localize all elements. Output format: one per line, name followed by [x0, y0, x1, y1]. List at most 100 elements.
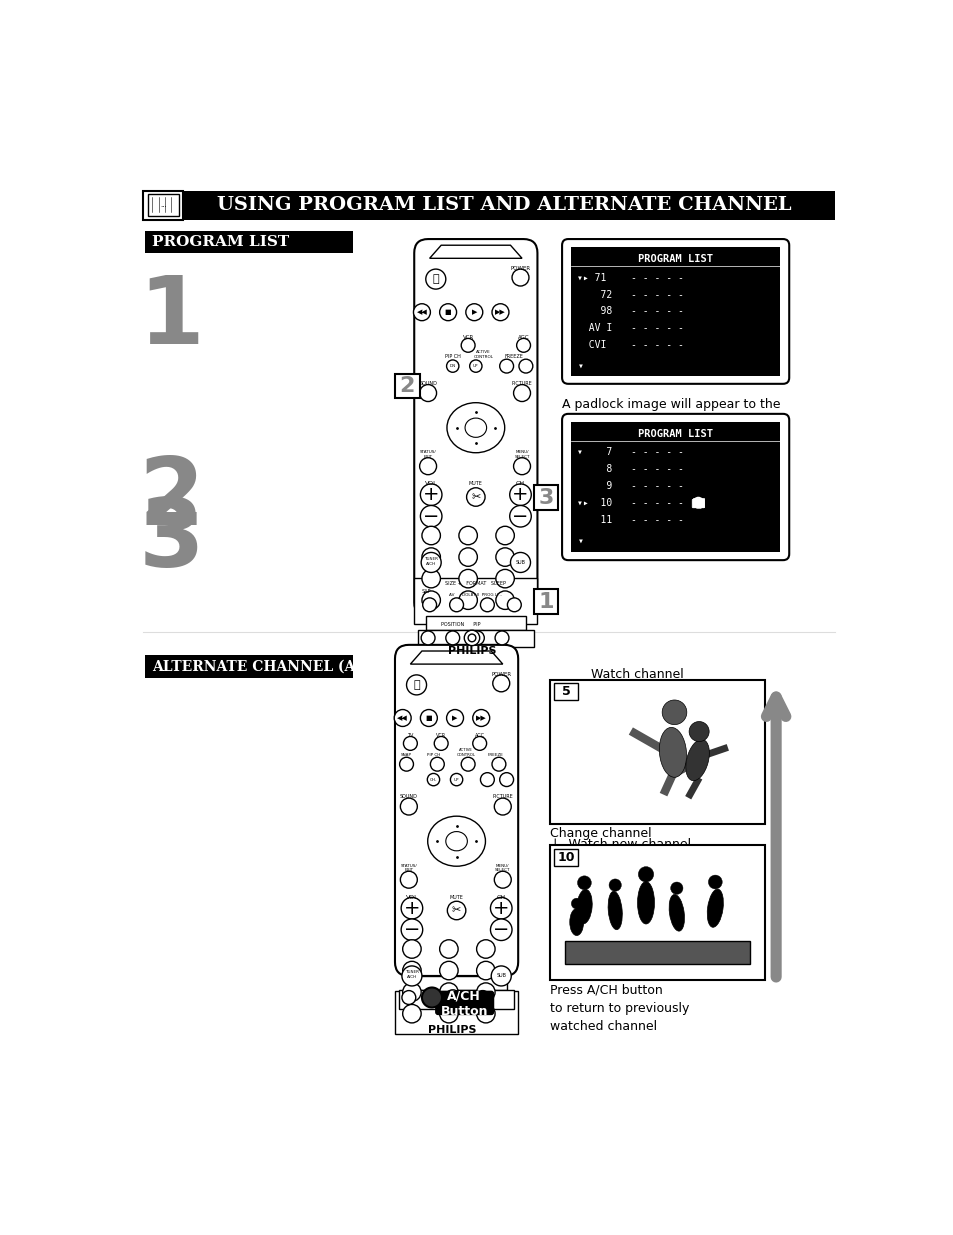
Circle shape: [473, 736, 486, 751]
Circle shape: [402, 961, 420, 979]
Text: PHILIPS: PHILIPS: [428, 1025, 476, 1035]
Text: TUNER: TUNER: [424, 557, 437, 561]
Circle shape: [638, 867, 653, 882]
Text: 98: 98: [577, 306, 612, 316]
Text: - - - - -: - - - - -: [631, 273, 683, 283]
Circle shape: [518, 359, 533, 373]
Text: UP: UP: [454, 778, 458, 782]
Circle shape: [449, 598, 463, 611]
Text: - - - - -: - - - - -: [631, 289, 683, 300]
Text: ◀◀: ◀◀: [416, 309, 427, 315]
Circle shape: [670, 882, 682, 894]
Text: AGC: AGC: [517, 335, 529, 340]
Circle shape: [476, 990, 489, 1004]
Circle shape: [421, 592, 440, 609]
Circle shape: [458, 548, 476, 567]
Text: ALTERNATE CHANNEL (A/CH): ALTERNATE CHANNEL (A/CH): [152, 659, 392, 673]
Bar: [414, 578, 537, 624]
Circle shape: [499, 773, 513, 787]
Circle shape: [403, 736, 416, 751]
Circle shape: [468, 634, 476, 642]
FancyBboxPatch shape: [692, 499, 703, 508]
Text: PICTURE: PICTURE: [492, 794, 513, 799]
Text: AV      DOLBY II  PROG LI...: AV DOLBY II PROG LI...: [449, 593, 502, 597]
Circle shape: [496, 569, 514, 588]
Circle shape: [447, 902, 465, 920]
Circle shape: [460, 338, 475, 352]
Text: SIZE +   FORMAT   SLEEP: SIZE + FORMAT SLEEP: [445, 580, 506, 585]
Text: CH-: CH-: [430, 778, 436, 782]
Text: DN: DN: [449, 364, 456, 368]
Text: 8: 8: [577, 464, 612, 474]
Circle shape: [688, 721, 708, 741]
Bar: [145, 231, 353, 253]
Text: SUB: SUB: [496, 973, 506, 978]
Circle shape: [439, 961, 457, 979]
Text: 72: 72: [577, 289, 612, 300]
Bar: [417, 630, 533, 647]
Text: ACTIVE
CONTROL: ACTIVE CONTROL: [473, 351, 493, 359]
Circle shape: [421, 548, 440, 567]
Circle shape: [439, 940, 457, 958]
Circle shape: [421, 988, 441, 1008]
Text: FREEZE: FREEZE: [504, 354, 523, 359]
Text: - - - - -: - - - - -: [631, 464, 683, 474]
Text: PICTURE: PICTURE: [511, 380, 532, 385]
Bar: [549, 679, 764, 824]
Text: Watch channel: Watch channel: [591, 668, 683, 680]
Ellipse shape: [607, 892, 621, 930]
Text: MUTE: MUTE: [449, 895, 463, 900]
Text: STATUS/
EXIT: STATUS/ EXIT: [419, 451, 436, 459]
Text: - - - - -: - - - - -: [631, 515, 683, 525]
Circle shape: [571, 898, 581, 909]
Text: POWER: POWER: [491, 672, 511, 677]
Text: ACC: ACC: [475, 734, 484, 739]
Circle shape: [476, 1004, 495, 1023]
Text: ■: ■: [425, 715, 432, 721]
Text: ...: ...: [160, 203, 167, 209]
Circle shape: [661, 700, 686, 725]
Text: VOL: VOL: [424, 482, 437, 487]
Circle shape: [492, 304, 508, 321]
Circle shape: [446, 359, 458, 372]
Text: VCR: VCR: [436, 734, 446, 739]
Text: ▾    7: ▾ 7: [577, 447, 612, 457]
Bar: [145, 655, 353, 678]
Bar: [406, 976, 506, 989]
Circle shape: [480, 598, 494, 611]
Circle shape: [495, 631, 508, 645]
Text: POSITION      PIP: POSITION PIP: [436, 994, 476, 999]
Circle shape: [493, 674, 509, 692]
Text: Press A/CH button
to return to previously
watched channel: Press A/CH button to return to previousl…: [549, 983, 688, 1032]
Text: 1: 1: [537, 592, 553, 611]
Circle shape: [419, 458, 436, 474]
Text: ACTIVE
CONTROL: ACTIVE CONTROL: [456, 748, 475, 757]
Ellipse shape: [427, 816, 485, 866]
Text: UP: UP: [473, 364, 478, 368]
Circle shape: [460, 757, 475, 771]
Circle shape: [491, 966, 511, 986]
Text: A/CH: A/CH: [426, 562, 436, 566]
Text: 3: 3: [139, 495, 204, 587]
Text: Change channel: Change channel: [549, 827, 651, 840]
Text: - - - - -: - - - - -: [631, 324, 683, 333]
Circle shape: [517, 338, 530, 352]
Circle shape: [450, 773, 462, 785]
Bar: [553, 683, 578, 700]
Text: 1: 1: [139, 272, 204, 363]
Circle shape: [449, 994, 456, 1002]
Text: −: −: [403, 920, 419, 940]
Circle shape: [451, 990, 464, 1004]
Circle shape: [420, 505, 441, 527]
Text: ⏸: ⏸: [432, 274, 438, 284]
Circle shape: [402, 940, 420, 958]
Circle shape: [480, 773, 494, 787]
Bar: [425, 616, 525, 630]
Text: PHILIPS: PHILIPS: [447, 646, 496, 656]
Bar: [143, 190, 183, 220]
Text: - - - - -: - - - - -: [631, 482, 683, 492]
Circle shape: [401, 966, 421, 986]
Bar: [143, 190, 834, 220]
Bar: [549, 845, 764, 979]
Ellipse shape: [685, 740, 709, 781]
